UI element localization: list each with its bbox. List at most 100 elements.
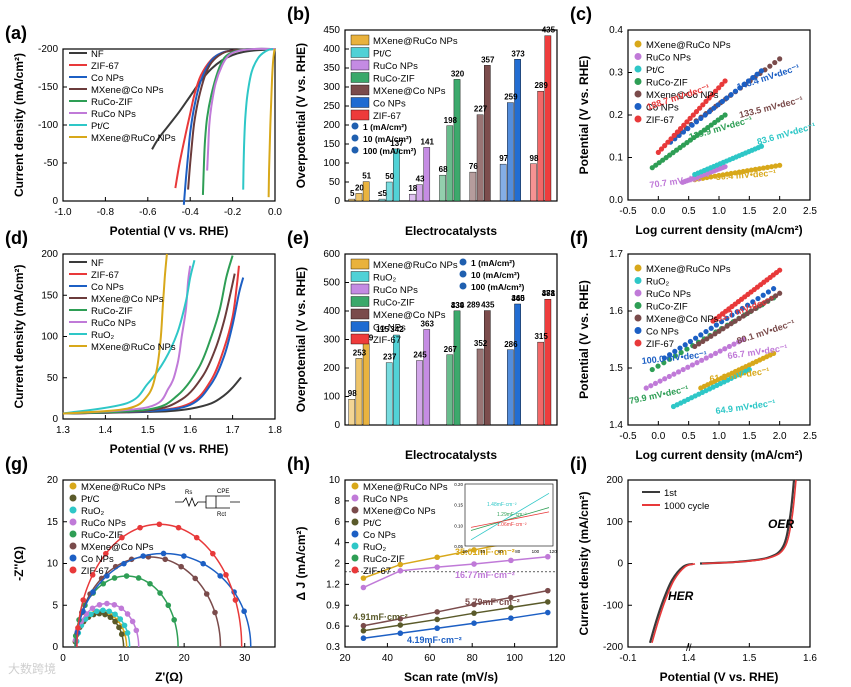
y-tick-label: 2 [334, 559, 340, 570]
y-axis-label: Current density (mA/cm²) [12, 264, 26, 408]
y-tick-label: 50 [329, 177, 341, 188]
legend-label: RuCo NPs [646, 53, 691, 64]
marker-legend-label: 1 (mA/cm²) [471, 258, 515, 268]
data-point [672, 353, 678, 359]
bar-value-label: 259 [504, 93, 518, 102]
data-point [777, 56, 783, 62]
legend-label: RuO₂ [91, 330, 115, 341]
data-point [687, 338, 694, 345]
bar-value-label: 245 [413, 351, 427, 360]
x-tick-label: 1.0 [712, 206, 726, 217]
series-line-2 [182, 47, 276, 205]
legend-label: RuCo-ZIF [646, 78, 688, 89]
data-point [147, 580, 153, 587]
data-point [693, 335, 699, 341]
data-point [712, 350, 719, 356]
data-point [129, 618, 136, 625]
panel-label: (c) [570, 4, 592, 24]
data-point [767, 63, 773, 69]
data-point [758, 143, 765, 149]
data-point [658, 146, 665, 152]
data-point [360, 635, 367, 642]
data-point [698, 332, 704, 338]
data-point [773, 293, 779, 299]
data-point [720, 326, 726, 332]
bar [446, 125, 454, 202]
legend-swatch [350, 59, 370, 71]
data-point [140, 553, 146, 559]
data-point [744, 168, 750, 174]
slope-annotation: 83.6 mV•dec⁻¹ [756, 121, 817, 147]
legend-swatch [351, 506, 359, 514]
axis-break: // [686, 643, 692, 654]
bar [507, 349, 514, 426]
data-point [671, 132, 677, 138]
legend-swatch [634, 302, 642, 309]
legend-label: MXene@RuCo NPs [646, 264, 731, 275]
legend-label: MXene@RuCo NPs [373, 36, 458, 47]
data-point [181, 553, 187, 559]
legend-label: RuO₂ [646, 277, 670, 288]
panel-h: (h) Scan rate (mV/s) Δ J (mA/cm²) 20 40 60 80 1… [287, 454, 566, 684]
inset-annotation: 1.48mF·cm⁻² [487, 502, 517, 508]
legend-swatch [350, 308, 370, 320]
legend-label: RuCo NPs [91, 318, 136, 329]
data-point [471, 610, 477, 616]
y-tick-label: 150 [323, 139, 340, 150]
series-line-4 [201, 47, 276, 195]
slope-annotation: 4.19mF·cm⁻² [407, 635, 462, 645]
data-point [434, 625, 440, 632]
inset-x-tick-label: 40 [480, 549, 486, 554]
bar-value-label: 51 [362, 172, 371, 181]
bar-value-label: 478 [542, 289, 556, 298]
bar-value-label: 339 [451, 301, 465, 310]
legend-label: ZIF-67 [363, 566, 391, 577]
x-tick-label: -0.8 [97, 207, 115, 218]
data-point [118, 631, 125, 638]
data-point [717, 348, 723, 354]
legend-label: Pt/C [91, 121, 110, 132]
legend-label: Co NPs [373, 99, 406, 110]
data-point [112, 611, 118, 618]
curve-1000-cycle [701, 479, 797, 565]
y-tick-label: 0.3 [609, 68, 623, 79]
legend-swatch [634, 327, 642, 334]
bar [476, 114, 484, 202]
data-point [111, 575, 118, 581]
y-tick-label: 100 [606, 517, 623, 528]
data-point [722, 112, 728, 118]
legend-label: MXene@RuCo NPs [81, 482, 166, 493]
legend-swatch [634, 53, 642, 60]
bar-value-label: 198 [444, 116, 458, 125]
data-point [740, 336, 746, 343]
x-tick-label: 2.0 [773, 206, 787, 217]
data-point [692, 343, 698, 350]
legend-swatch [350, 258, 370, 270]
data-point [722, 346, 728, 352]
bar-value-label: 460 [511, 294, 525, 303]
inset-y-tick-label: 0.05 [454, 544, 463, 549]
y-tick-label: -100 [38, 120, 58, 131]
bar-value-label: 18 [408, 184, 417, 193]
data-point [212, 609, 218, 616]
x-tick-label: 1.5 [141, 425, 155, 436]
bar [499, 163, 507, 202]
series-line-4 [62, 255, 234, 415]
x-tick-label: 0.0 [651, 431, 665, 442]
bar-value-label: 289 [534, 81, 548, 90]
data-point [693, 119, 700, 125]
data-point [771, 350, 777, 356]
y-tick-label: 200 [323, 363, 340, 374]
panel-label: (g) [5, 454, 28, 474]
x-axis-label: Z'(Ω) [155, 670, 183, 684]
data-point [744, 310, 750, 317]
data-point [544, 599, 551, 605]
data-point [175, 524, 182, 531]
data-point [732, 170, 738, 176]
data-point [677, 345, 683, 351]
inset-annotation: 1.29mF·cm⁻² [497, 512, 527, 518]
data-point [694, 360, 700, 366]
data-point [360, 584, 367, 591]
legend-swatch [350, 84, 370, 96]
x-tick-label: -0.1 [619, 653, 637, 664]
